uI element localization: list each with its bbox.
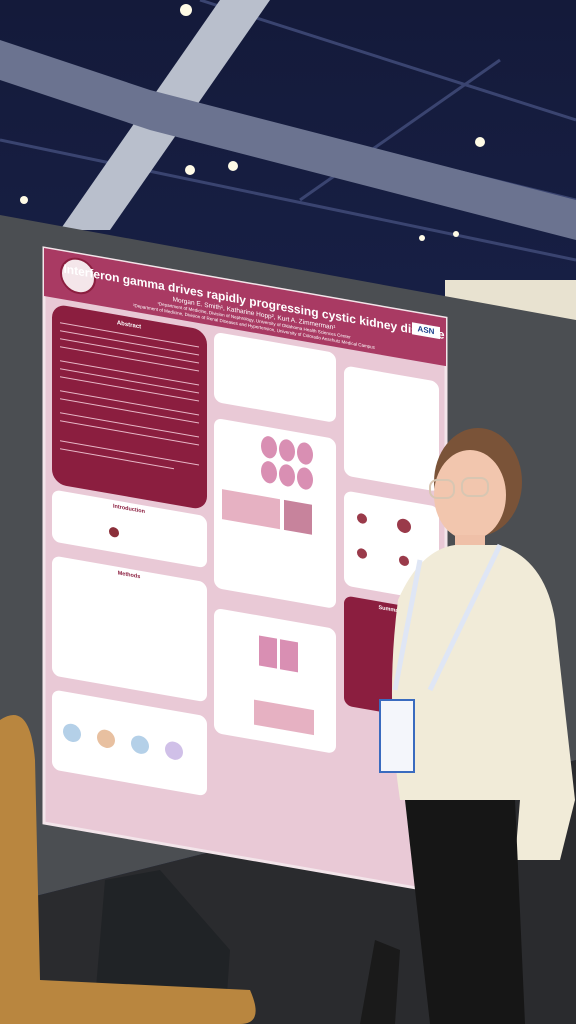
- introduction-panel: [52, 490, 207, 568]
- asn-badge: [412, 322, 440, 340]
- person-background: [360, 940, 400, 1024]
- university-seal: [60, 257, 96, 295]
- lights: [20, 4, 485, 241]
- poster: Interferon gamma drives rapidly progress…: [42, 246, 448, 895]
- scrnaseq-panel: [52, 690, 207, 796]
- section-heading: Methods: [118, 570, 141, 580]
- asn-label: ASN: [418, 324, 435, 336]
- histology-images: [222, 436, 313, 535]
- figure-panel: [344, 366, 439, 491]
- abstract-box: [52, 305, 207, 509]
- section-heading: Introduction: [113, 504, 146, 516]
- histology-images: [254, 635, 314, 736]
- name-badge: [379, 699, 415, 773]
- umap-figures: [63, 723, 183, 760]
- abstract-text: [60, 322, 199, 470]
- glasses: [429, 477, 489, 499]
- person: [379, 428, 575, 1024]
- lanyard: [392, 543, 503, 692]
- section-heading: Summary: [378, 605, 404, 615]
- figure-panel: [214, 332, 336, 422]
- methods-panel: [52, 556, 207, 702]
- poster-header: [44, 248, 446, 367]
- pants: [405, 800, 525, 1024]
- figure-panel: [214, 608, 336, 753]
- figure-icon: [109, 527, 119, 538]
- kidney-images: [357, 513, 411, 566]
- beam: [0, 40, 576, 240]
- section-heading: Abstract: [117, 320, 141, 330]
- chair: [0, 715, 256, 1024]
- sweater: [391, 545, 575, 860]
